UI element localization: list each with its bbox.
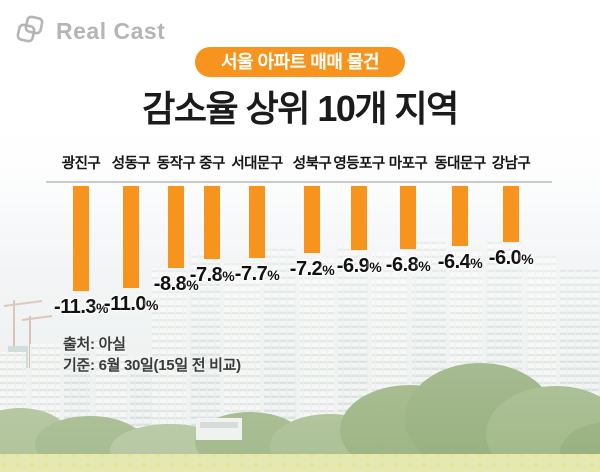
source-line-2: 기준: 6월 30일(15일 전 비교)	[63, 357, 241, 374]
bar-value-label: -11.3%	[54, 296, 108, 319]
bar-value-label: -8.8%	[153, 273, 199, 296]
percent-sign: %	[146, 297, 158, 313]
percent-sign: %	[470, 255, 483, 271]
bar-value-label: -6.4%	[437, 251, 483, 274]
source-line-1: 출처: 아실	[63, 336, 126, 353]
realcast-logo-icon	[16, 15, 44, 43]
bar-value-number: -7.8	[189, 264, 223, 286]
bar-value-number: -11.0	[104, 293, 147, 315]
bar-value-number: -11.3	[54, 296, 97, 318]
bar	[452, 186, 468, 246]
bar	[351, 186, 367, 250]
bar-value-number: -6.9	[336, 255, 370, 277]
bar	[123, 186, 139, 288]
bar-value-number: -7.7	[234, 263, 268, 285]
bar-value-label: -7.8%	[189, 264, 235, 287]
category-label: 동작구	[156, 156, 196, 172]
category-label: 마포구	[388, 156, 428, 172]
page-title: 감소율 상위 10개 지역	[142, 88, 459, 129]
bar-value-label: -11.0%	[104, 293, 158, 316]
percent-sign: %	[418, 258, 431, 274]
bar-value-number: -7.2	[289, 258, 323, 280]
bar	[249, 186, 265, 258]
category-label: 성동구	[111, 156, 151, 172]
header-badge: 서울 아파트 매매 물건	[194, 47, 406, 77]
bar	[168, 186, 184, 268]
percent-sign: %	[267, 267, 280, 283]
bar-value-label: -6.9%	[336, 255, 382, 278]
source-note: 출처: 아실 기준: 6월 30일(15일 전 비교)	[63, 334, 241, 376]
realcast-logo-text: Real Cast	[56, 17, 166, 44]
category-label: 영등포구	[333, 156, 385, 172]
percent-sign: %	[222, 268, 235, 284]
bar	[503, 186, 519, 242]
category-label: 광진구	[61, 156, 101, 172]
category-label: 강남구	[491, 156, 531, 172]
category-label: 동대문구	[434, 156, 486, 172]
bar-value-label: -7.7%	[234, 263, 280, 286]
chart-baseline	[46, 181, 552, 183]
category-label: 중구	[199, 156, 225, 172]
bar	[304, 186, 320, 253]
percent-sign: %	[186, 277, 199, 293]
bar	[73, 186, 89, 291]
bar-value-number: -8.8	[153, 273, 187, 295]
bar-value-number: -6.0	[488, 247, 522, 269]
bar-value-label: -6.8%	[385, 254, 431, 277]
percent-sign: %	[369, 259, 382, 275]
realcast-logo: Real Cast	[14, 15, 165, 47]
bar	[400, 186, 416, 249]
bar-value-label: -6.0%	[488, 247, 534, 270]
category-label: 서대문구	[231, 156, 283, 172]
percent-sign: %	[96, 300, 108, 316]
percent-sign: %	[322, 262, 335, 278]
bar-value-number: -6.8	[385, 254, 419, 276]
category-label: 성북구	[292, 156, 332, 172]
bar-value-label: -7.2%	[289, 258, 335, 281]
bar-value-number: -6.4	[437, 251, 471, 273]
percent-sign: %	[521, 251, 534, 267]
bar	[204, 186, 220, 259]
